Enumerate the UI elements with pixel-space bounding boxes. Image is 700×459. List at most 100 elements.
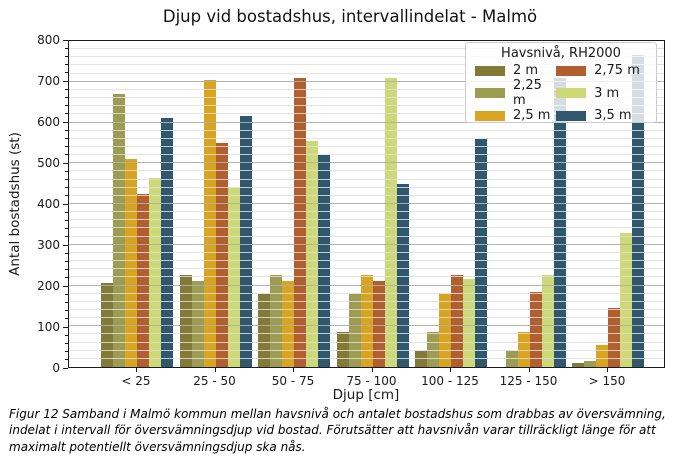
- x-tick-label: 125 - 150: [499, 374, 558, 388]
- bar: [101, 283, 113, 367]
- x-axis-label: Djup [cm]: [332, 387, 400, 403]
- bar: [517, 332, 530, 367]
- y-minor-tick-mark: [65, 277, 68, 279]
- bars-layer: [69, 41, 664, 367]
- x-tick-label: > 150: [588, 374, 626, 388]
- x-tick-label: 25 - 50: [193, 374, 236, 388]
- bar-group: [572, 41, 644, 367]
- legend-item-label: 2,75 m: [594, 63, 640, 78]
- y-tick-mark: [63, 367, 68, 369]
- y-minor-tick-mark: [65, 154, 68, 156]
- y-tick-label: 100: [37, 320, 60, 334]
- legend: Havsnivå, RH2000 2 m 2,25 m 2,5 m 2,75 m 3 m…: [465, 42, 657, 123]
- y-tick-label: 200: [37, 279, 60, 293]
- legend-item: 2,5 m: [475, 108, 556, 123]
- y-minor-tick-mark: [65, 72, 68, 74]
- y-minor-tick-mark: [65, 47, 68, 49]
- x-tick-mark: [371, 368, 373, 372]
- y-tick-mark: [63, 326, 68, 328]
- legend-swatch: [556, 110, 587, 121]
- legend-item-label: 3 m: [594, 85, 620, 101]
- y-tick-mark: [63, 203, 68, 205]
- y-tick-label: 0: [52, 361, 60, 375]
- x-tick-label: 75 - 100: [346, 374, 397, 388]
- bar: [215, 142, 228, 367]
- bar: [161, 118, 173, 367]
- y-minor-tick-mark: [65, 64, 68, 66]
- bar: [384, 77, 397, 367]
- bar: [306, 140, 318, 367]
- legend-swatch: [475, 88, 505, 98]
- x-tick-mark: [607, 368, 608, 372]
- y-minor-tick-mark: [65, 178, 68, 180]
- x-tick-label: < 25: [121, 374, 151, 388]
- bar: [451, 275, 463, 367]
- bar: [608, 307, 620, 367]
- legend-item-label: 2 m: [513, 63, 539, 78]
- y-minor-tick-mark: [65, 310, 68, 312]
- bar: [113, 93, 125, 367]
- x-tick-mark: [293, 368, 294, 372]
- bar: [439, 293, 451, 367]
- y-minor-tick-mark: [65, 318, 68, 320]
- legend-item: 2,25 m: [475, 78, 556, 108]
- bar: [584, 360, 596, 367]
- y-minor-tick-mark: [65, 252, 68, 254]
- caption-line: indelat i intervall för översvämningsdju…: [9, 423, 656, 438]
- y-minor-tick-mark: [65, 96, 68, 98]
- y-minor-tick-mark: [65, 187, 68, 189]
- legend-swatch: [475, 65, 505, 76]
- x-tick-label: 50 - 75: [271, 374, 315, 388]
- x-tick-label: 100 - 125: [421, 374, 479, 388]
- y-minor-tick-mark: [65, 260, 68, 262]
- y-minor-tick-mark: [65, 88, 68, 90]
- y-minor-tick-mark: [65, 105, 68, 107]
- bar: [553, 77, 566, 367]
- bar: [620, 232, 632, 367]
- legend-swatch: [556, 88, 587, 98]
- x-tick-mark: [214, 368, 216, 372]
- y-tick-mark: [63, 285, 68, 287]
- y-minor-tick-mark: [65, 269, 68, 271]
- bar: [427, 332, 439, 367]
- bar: [529, 291, 542, 367]
- x-tick-mark: [528, 368, 530, 372]
- bar-group: [179, 41, 252, 367]
- y-tick-mark: [63, 162, 68, 164]
- y-minor-tick-mark: [65, 342, 68, 344]
- plot-area: Havsnivå, RH2000 2 m 2,25 m 2,5 m 2,75 m 3 m…: [68, 40, 665, 368]
- bar: [258, 293, 270, 367]
- legend-item: 2,75 m: [556, 63, 647, 78]
- y-minor-tick-mark: [65, 146, 68, 148]
- bar: [318, 155, 330, 367]
- bar-group: [336, 41, 409, 367]
- bar: [505, 350, 518, 367]
- y-minor-tick-mark: [65, 170, 68, 172]
- y-minor-tick-mark: [65, 129, 68, 131]
- legend-title: Havsnivå, RH2000: [501, 46, 621, 61]
- bar: [396, 183, 409, 367]
- legend-item: 2 m: [475, 63, 556, 78]
- bar-group: [258, 41, 330, 367]
- bar: [125, 159, 137, 367]
- y-tick-label: 800: [37, 33, 60, 47]
- y-tick-label: 600: [37, 115, 60, 129]
- figure-caption: Figur 12 Samband i Malmö kommun mellan h…: [9, 406, 694, 455]
- bar: [137, 193, 149, 367]
- y-minor-tick-mark: [65, 55, 68, 57]
- y-minor-tick-mark: [65, 228, 68, 230]
- bar: [541, 275, 554, 367]
- y-minor-tick-mark: [65, 236, 68, 238]
- y-minor-tick-mark: [65, 301, 68, 303]
- y-minor-tick-mark: [65, 211, 68, 213]
- bar-group: [494, 41, 566, 367]
- bar: [239, 116, 252, 367]
- y-minor-tick-mark: [65, 219, 68, 221]
- y-tick-label: 700: [37, 74, 60, 88]
- bar: [415, 350, 427, 367]
- bar: [282, 281, 294, 367]
- bar: [475, 138, 487, 367]
- bar-group: [101, 41, 173, 367]
- bar: [632, 55, 644, 367]
